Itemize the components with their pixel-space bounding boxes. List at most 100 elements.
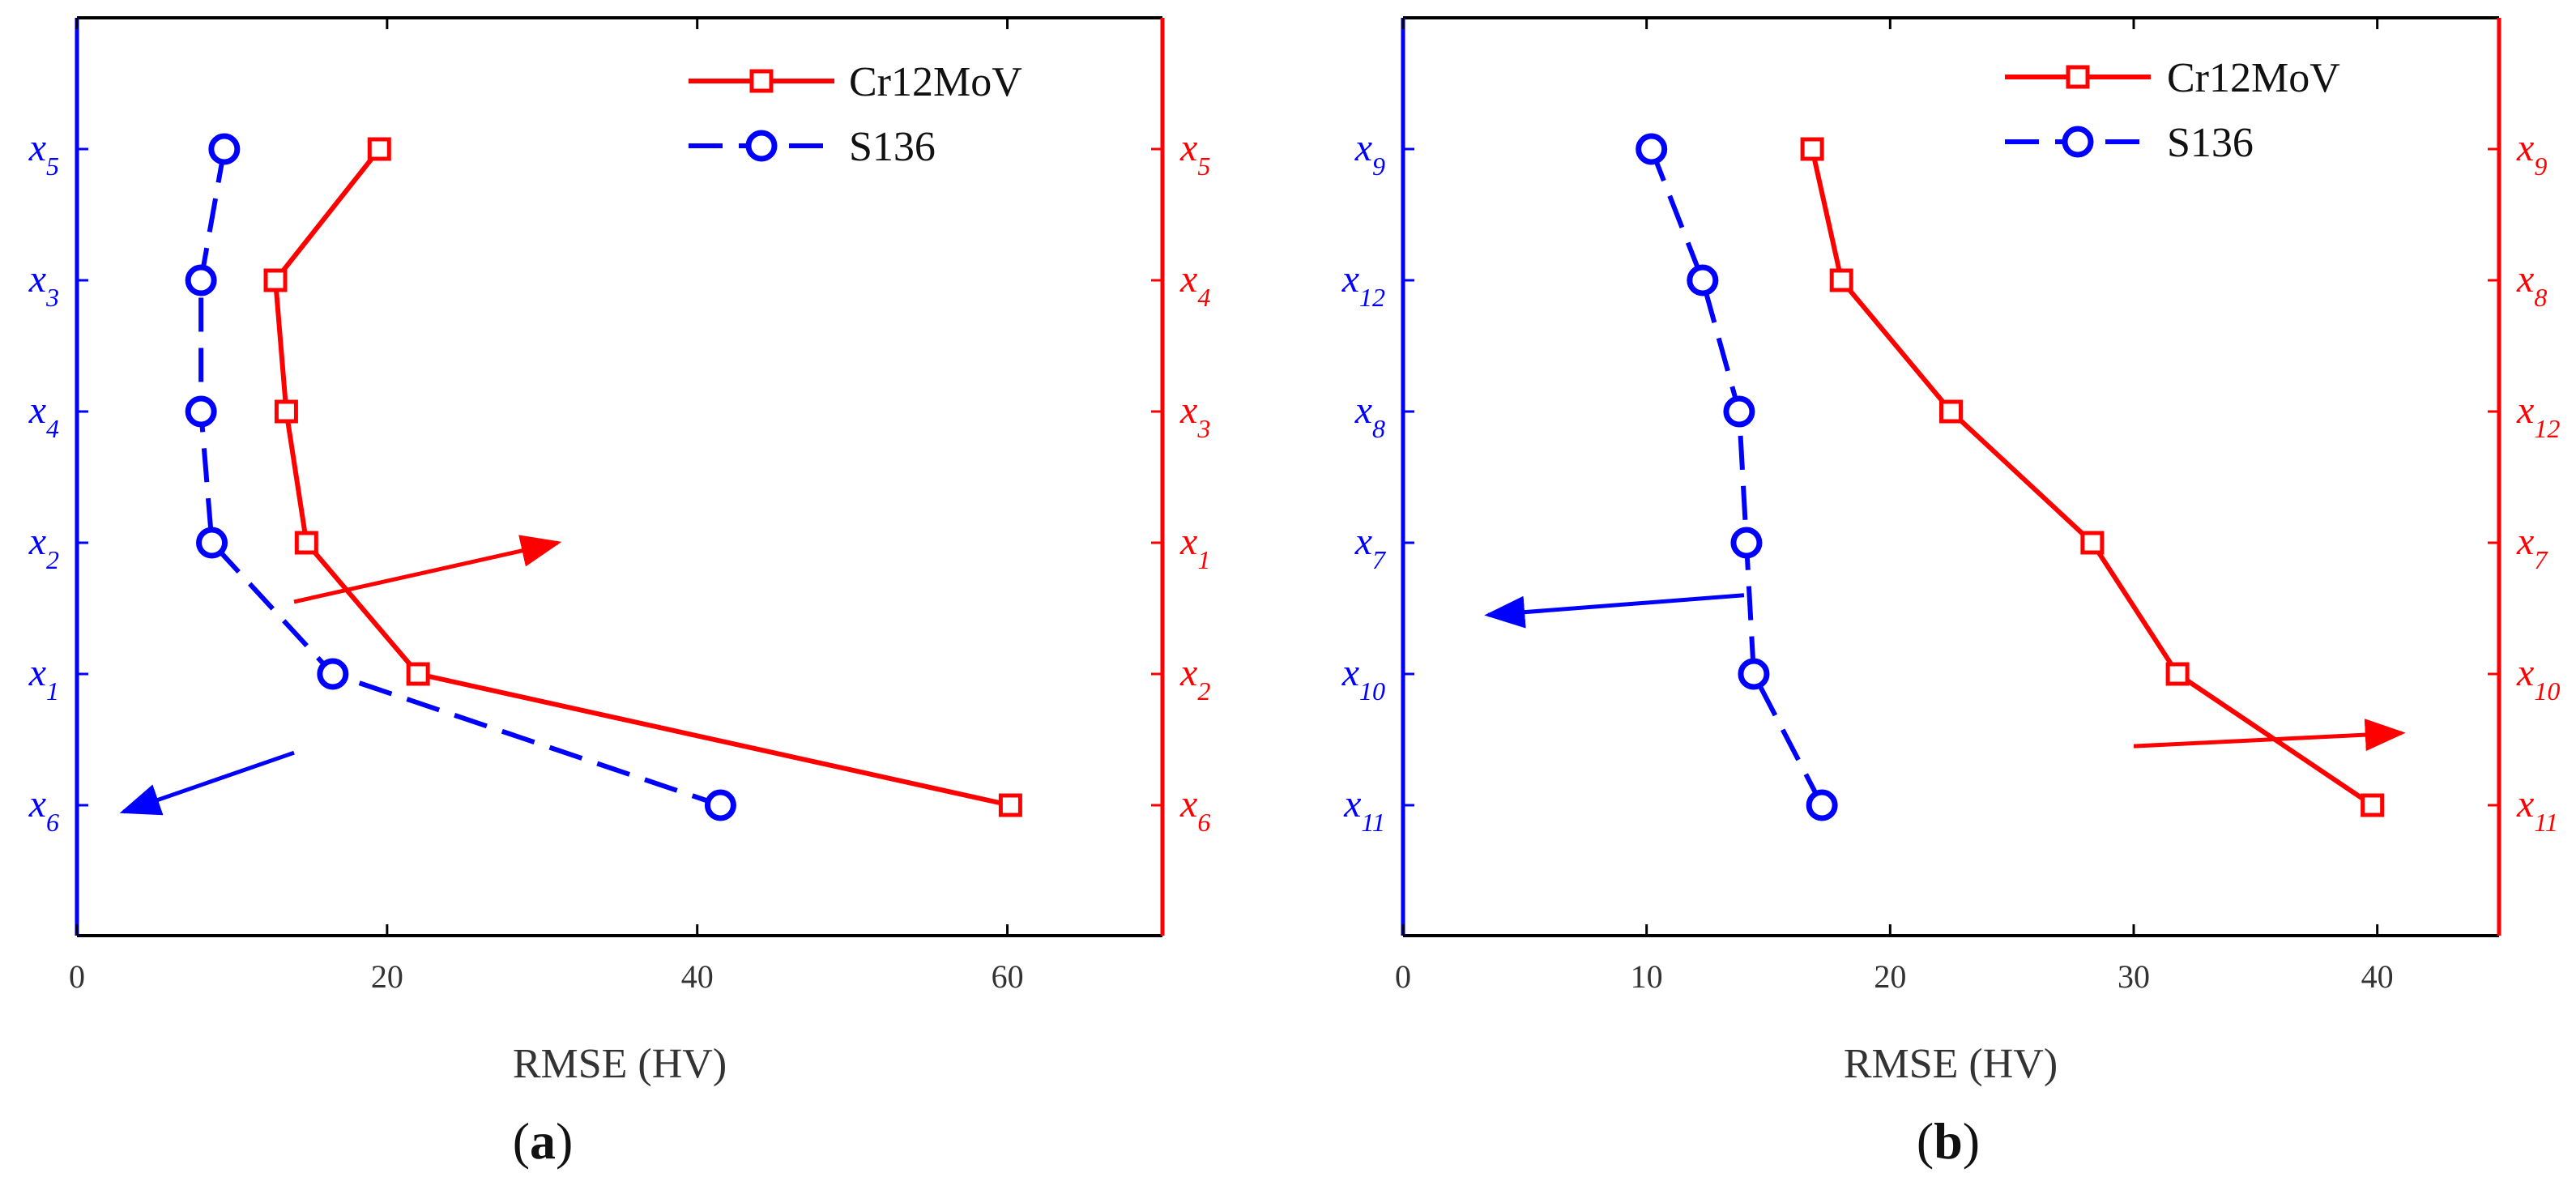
left-y-category-label: x5: [28, 126, 59, 181]
right-y-category-subscript: 1: [1197, 545, 1210, 574]
right-y-category-label: x8: [2516, 258, 2547, 312]
data-point-square: [294, 531, 318, 555]
series-line-s136: [1648, 147, 1824, 807]
legend-marker-circle: [2062, 126, 2094, 158]
data-point-square: [367, 137, 391, 161]
left-y-category-base: x: [1354, 389, 1372, 432]
left-y-category-base: x: [1354, 520, 1372, 563]
data-point-circle: [1723, 395, 1755, 428]
series-line-s136: [198, 148, 722, 808]
left-y-category-subscript: 5: [46, 151, 59, 181]
left-y-category-label: x4: [28, 389, 59, 443]
data-point-circle: [1636, 133, 1668, 165]
data-point-square: [2080, 531, 2105, 555]
data-point-circle: [208, 133, 241, 165]
left-y-category-label: x10: [1341, 651, 1385, 706]
panel-label-open: (: [513, 1112, 530, 1170]
left-y-category-label: x1: [28, 651, 59, 706]
right-y-category-base: x: [1179, 258, 1197, 301]
right-y-category-label: x5: [1179, 126, 1210, 181]
left-y-category-label: x7: [1354, 520, 1387, 574]
left-y-category-label: x3: [28, 258, 59, 312]
data-point-circle: [196, 527, 228, 559]
right-y-category-subscript: 12: [2534, 414, 2560, 443]
right-y-category-subscript: 4: [1197, 283, 1210, 312]
left-y-category-base: x: [28, 651, 46, 694]
right-y-category-label: x7: [2516, 520, 2548, 574]
right-y-category-label: x2: [1179, 651, 1210, 706]
data-point-square: [274, 399, 298, 424]
right-y-category-base: x: [1179, 651, 1197, 694]
left-y-category-label: x2: [28, 520, 59, 574]
legend-label-cr12mov: Cr12MoV: [2167, 55, 2340, 101]
right-axis-arrow: [293, 535, 562, 604]
left-axis-arrow: [1484, 593, 1745, 629]
right-y-category-subscript: 5: [1197, 151, 1210, 181]
panel-label-letter: b: [1934, 1112, 1963, 1170]
right-y-category-base: x: [1179, 389, 1197, 432]
legend-label-s136: S136: [2167, 120, 2254, 166]
right-y-category-base: x: [2516, 389, 2534, 432]
data-point-square: [2361, 793, 2385, 817]
right-y-category-label: x12: [2516, 389, 2560, 443]
right-y-category-base: x: [2516, 520, 2534, 563]
left-y-category-subscript: 1: [46, 676, 59, 706]
left-y-category-label: x6: [28, 783, 59, 837]
left-y-category-base: x: [28, 520, 46, 563]
left-y-category-base: x: [28, 389, 46, 432]
data-point-circle: [185, 395, 217, 428]
panel-label-letter: a: [530, 1112, 556, 1170]
right-y-category-subscript: 9: [2534, 151, 2547, 181]
left-y-category-subscript: 6: [46, 808, 59, 837]
legend-label-cr12mov: Cr12MoV: [849, 59, 1022, 105]
right-y-category-subscript: 6: [1197, 808, 1210, 837]
data-point-circle: [1687, 264, 1719, 296]
right-y-category-base: x: [1179, 520, 1197, 563]
left-y-category-base: x: [28, 258, 46, 301]
panel-label-open: (: [1917, 1112, 1934, 1170]
right-y-category-subscript: 10: [2534, 676, 2560, 706]
left-axis-arrow: [119, 750, 295, 816]
data-point-square: [2165, 662, 2190, 686]
left-y-category-subscript: 10: [1359, 676, 1385, 706]
series-line-cr12mov: [1810, 148, 2374, 808]
x-axis-title: RMSE (HV): [1844, 1041, 2058, 1087]
data-point-circle: [1730, 527, 1763, 559]
right-y-category-label: x11: [2516, 783, 2558, 837]
left-y-category-label: x11: [1343, 783, 1385, 837]
left-y-category-subscript: 8: [1372, 414, 1385, 443]
data-point-circle: [185, 264, 217, 296]
left-y-category-subscript: 12: [1359, 283, 1385, 312]
data-point-square: [998, 793, 1022, 817]
left-y-category-base: x: [28, 783, 46, 825]
x-axis-title: RMSE (HV): [513, 1041, 727, 1087]
left-y-category-label: x12: [1341, 258, 1385, 312]
right-y-category-base: x: [1179, 126, 1197, 169]
right-y-category-base: x: [2516, 651, 2534, 694]
x-tick-label: 0: [69, 958, 85, 995]
right-y-category-label: x9: [2516, 126, 2547, 181]
left-y-category-subscript: 4: [46, 414, 59, 443]
data-point-circle: [1806, 789, 1838, 821]
data-point-circle: [704, 789, 736, 821]
right-y-category-subscript: 7: [2534, 545, 2548, 574]
left-y-category-subscript: 7: [1372, 545, 1387, 574]
left-y-category-subscript: 11: [1361, 808, 1385, 837]
right-y-category-subscript: 2: [1197, 676, 1210, 706]
legend-label-s136: S136: [849, 124, 936, 170]
data-point-circle: [317, 658, 349, 690]
left-y-category-label: x8: [1354, 389, 1385, 443]
right-y-category-label: x1: [1179, 520, 1210, 574]
right-axis-arrow: [2133, 719, 2406, 752]
data-point-square: [263, 268, 288, 292]
panel-label: (b): [1917, 1112, 1980, 1170]
x-tick-label: 30: [2118, 958, 2150, 995]
left-y-category-subscript: 3: [45, 283, 59, 312]
left-y-category-base: x: [1343, 783, 1361, 825]
data-point-square: [1939, 399, 1963, 424]
right-y-category-label: x3: [1179, 389, 1210, 443]
x-tick-label: 20: [1874, 958, 1906, 995]
